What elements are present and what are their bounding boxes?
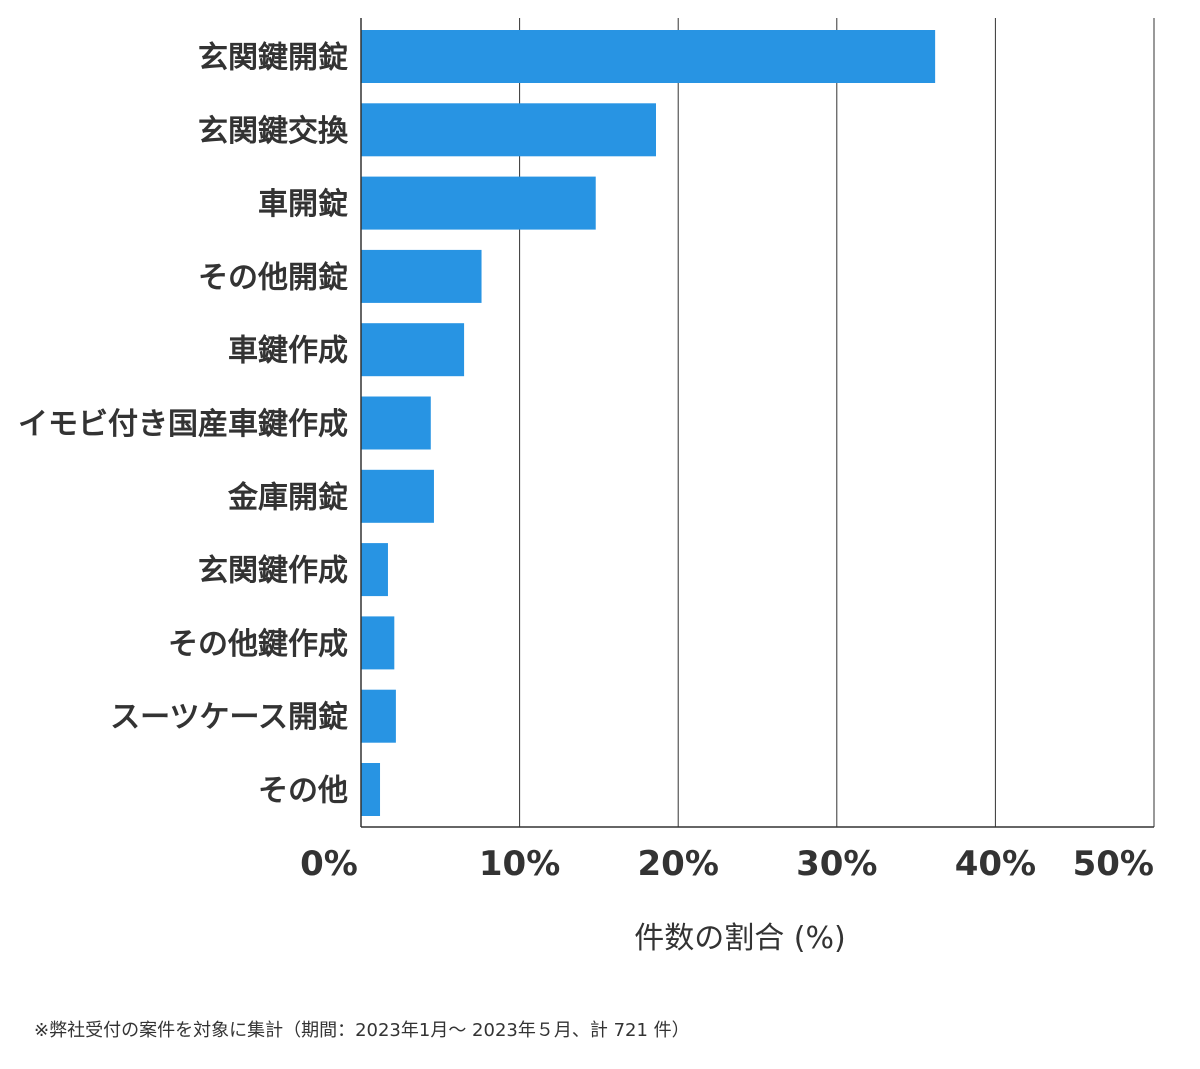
footnote: ※弊社受付の案件を対象に集計（期間：2023年1月～ 2023年５月、計 721… — [34, 1020, 690, 1041]
category-label: 玄関鍵交換 — [198, 114, 349, 149]
category-label: 金庫開錠 — [227, 480, 348, 515]
category-labels: 玄関鍵開錠玄関鍵交換車開錠その他開錠車鍵作成イモビ付き国産車鍵作成金庫開錠玄関鍵… — [18, 41, 349, 809]
bar — [361, 103, 656, 157]
category-label: 車鍵作成 — [228, 334, 348, 369]
bar — [361, 689, 396, 743]
bar — [361, 616, 395, 670]
category-label: スーツケース開錠 — [110, 700, 348, 735]
category-label: 玄関鍵作成 — [198, 554, 348, 589]
x-tick-label: 0% — [300, 844, 358, 884]
category-label: その他 — [258, 774, 348, 809]
x-tick-label: 50% — [1073, 844, 1154, 884]
category-label: 車開錠 — [258, 187, 348, 222]
gridlines — [519, 18, 1155, 827]
bar — [361, 763, 381, 816]
category-label: その他開錠 — [198, 260, 348, 295]
category-label: 玄関鍵開錠 — [198, 41, 348, 76]
bar — [361, 396, 431, 450]
x-tick-label: 30% — [796, 844, 877, 884]
bars — [361, 30, 936, 816]
category-label: イモビ付き国産車鍵作成 — [18, 407, 348, 442]
category-label: その他鍵作成 — [168, 627, 348, 662]
axes — [360, 18, 1154, 828]
bar — [361, 543, 388, 597]
bar — [361, 176, 596, 230]
x-tick-label: 40% — [955, 844, 1036, 884]
bar — [361, 469, 434, 523]
x-tick-label: 10% — [479, 844, 560, 884]
x-axis-title: 件数の割合 (%) — [634, 921, 845, 956]
bar — [361, 323, 465, 377]
bar — [361, 30, 936, 83]
bar — [361, 249, 482, 303]
x-tick-labels: 0% 10% 20% 30% 40% 50% — [300, 844, 1154, 884]
x-tick-label: 20% — [638, 844, 719, 884]
